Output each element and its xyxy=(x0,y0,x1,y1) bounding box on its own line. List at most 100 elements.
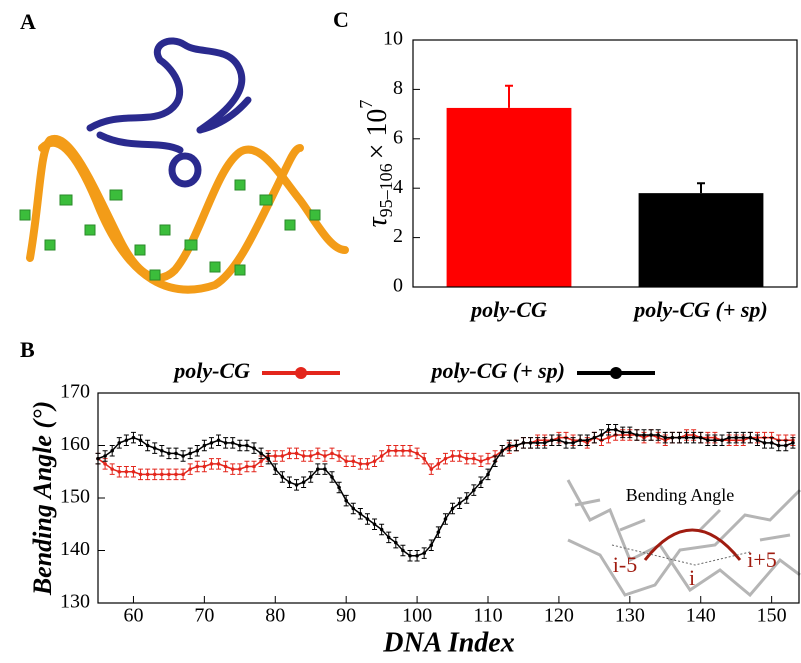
point xyxy=(138,472,143,477)
point xyxy=(245,464,249,469)
point xyxy=(762,441,767,445)
x-tick-label: 120 xyxy=(544,605,574,627)
point xyxy=(117,469,122,474)
point xyxy=(635,433,639,437)
point xyxy=(606,427,611,432)
point xyxy=(443,456,448,461)
point xyxy=(557,438,561,443)
point xyxy=(330,451,334,456)
point xyxy=(145,443,150,448)
point xyxy=(401,448,405,453)
y-tick-label: 160 xyxy=(60,433,90,455)
point xyxy=(273,454,278,458)
point xyxy=(386,535,391,540)
legend-marker xyxy=(295,367,307,379)
point xyxy=(124,438,129,443)
point xyxy=(308,454,313,458)
point xyxy=(599,433,604,437)
point xyxy=(408,553,412,558)
inset-title: Bending Angle xyxy=(626,485,735,505)
x-tick-label: 90 xyxy=(336,605,356,627)
point xyxy=(500,448,504,453)
error-bar xyxy=(697,182,705,194)
panel-label: C xyxy=(333,7,349,32)
point xyxy=(131,435,136,440)
point xyxy=(748,435,753,440)
point xyxy=(131,469,136,474)
panel-label: B xyxy=(20,337,35,362)
point xyxy=(308,475,313,479)
point xyxy=(429,543,434,548)
point xyxy=(677,435,682,440)
point xyxy=(358,511,363,516)
point xyxy=(663,435,668,440)
point xyxy=(415,451,419,456)
x-tick-label: 110 xyxy=(473,605,502,627)
point xyxy=(181,472,185,477)
point xyxy=(684,435,689,440)
point xyxy=(145,472,150,477)
point xyxy=(238,443,242,448)
point xyxy=(379,527,384,532)
point xyxy=(713,438,717,443)
x-tick-label: 100 xyxy=(402,605,432,627)
point xyxy=(450,506,455,511)
point xyxy=(386,448,391,453)
point xyxy=(436,530,441,534)
point xyxy=(209,462,214,466)
point xyxy=(216,462,221,466)
point xyxy=(117,441,122,445)
y-axis-label: Bending Angle (°) xyxy=(28,401,57,596)
y-tick-label: 10 xyxy=(383,28,403,50)
point xyxy=(230,441,235,445)
inset-label: i xyxy=(689,565,695,590)
protein-structure xyxy=(19,37,349,294)
point xyxy=(195,464,200,469)
point xyxy=(188,467,192,471)
point xyxy=(152,472,157,477)
point xyxy=(698,435,703,440)
point xyxy=(422,551,426,555)
point xyxy=(351,459,356,464)
point xyxy=(138,438,143,443)
point xyxy=(365,462,370,466)
point xyxy=(238,467,242,471)
point xyxy=(401,548,405,553)
point xyxy=(493,459,497,464)
x-tick-label: poly-CG xyxy=(469,297,547,322)
point xyxy=(769,441,774,445)
point xyxy=(223,464,228,469)
point xyxy=(394,540,398,545)
y-tick-label: 170 xyxy=(60,381,90,403)
point xyxy=(259,459,263,464)
y-tick-label: 6 xyxy=(393,126,403,148)
point xyxy=(394,448,398,453)
panel-label: A xyxy=(20,9,36,34)
x-tick-label: 130 xyxy=(615,605,645,627)
point xyxy=(365,517,370,521)
point xyxy=(223,441,228,445)
point xyxy=(472,488,476,492)
point xyxy=(216,438,221,443)
point xyxy=(124,469,129,474)
point xyxy=(571,441,575,445)
point xyxy=(727,435,731,440)
y-tick-label: 2 xyxy=(393,225,403,247)
point xyxy=(202,443,207,448)
point xyxy=(252,464,256,469)
point xyxy=(479,480,483,485)
y-axis-label: τ95–106 × 107 xyxy=(356,100,396,228)
point xyxy=(521,441,526,445)
point xyxy=(294,483,299,487)
point xyxy=(372,522,377,527)
point xyxy=(160,472,164,477)
point xyxy=(415,553,419,558)
point xyxy=(734,435,738,440)
point xyxy=(464,496,469,500)
point xyxy=(230,467,235,471)
point xyxy=(252,446,256,450)
point xyxy=(372,459,377,464)
point xyxy=(245,443,249,448)
point xyxy=(167,472,171,477)
plot-frame xyxy=(97,392,800,604)
